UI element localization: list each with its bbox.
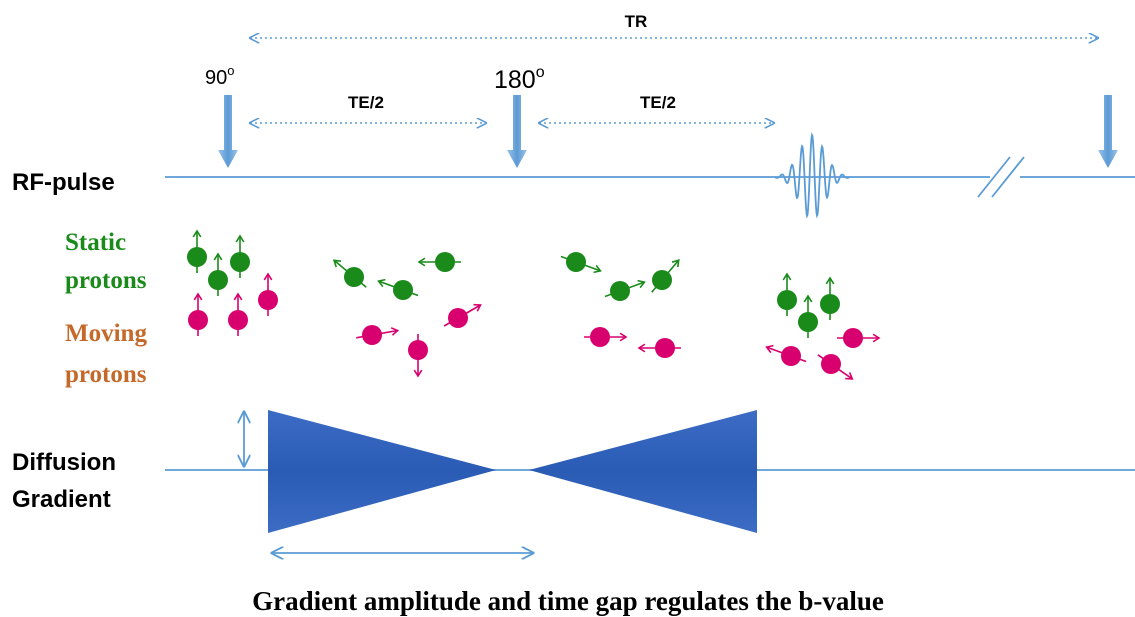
rf-echo xyxy=(774,132,851,219)
proton xyxy=(435,252,455,272)
break-mark xyxy=(977,156,1025,198)
moving-label: Moving protons xyxy=(65,320,147,388)
te-label: TE/2 xyxy=(348,93,384,112)
pulse-label: 180o xyxy=(494,64,545,94)
proton xyxy=(230,252,250,272)
proton xyxy=(393,280,413,300)
proton xyxy=(188,310,208,330)
spin-head xyxy=(193,292,203,301)
pulse-arrows xyxy=(218,95,1118,168)
spin-head xyxy=(377,278,386,288)
spin-head xyxy=(233,292,243,301)
gradient-lobe xyxy=(529,410,757,533)
gradient-label: Diffusion Gradient xyxy=(12,449,116,513)
tr-label: TR xyxy=(625,12,648,31)
gradient-lobe xyxy=(268,410,496,533)
spin-head xyxy=(619,332,628,342)
spin-head xyxy=(390,327,400,336)
spin-head xyxy=(872,333,881,343)
proton xyxy=(258,290,278,310)
caption: Gradient amplitude and time gap regulate… xyxy=(252,586,884,616)
spin-head xyxy=(845,372,854,380)
proton xyxy=(821,354,841,374)
proton xyxy=(187,247,207,267)
proton xyxy=(655,338,675,358)
spin-head xyxy=(825,276,835,285)
proton xyxy=(777,290,797,310)
spin-head xyxy=(637,279,646,289)
static-label: Static protons xyxy=(65,229,147,294)
te-label: TE/2 xyxy=(640,93,676,112)
spin-head xyxy=(413,369,423,378)
spin-head xyxy=(263,272,273,281)
proton xyxy=(843,328,863,348)
spin-head xyxy=(782,272,792,281)
spin-head xyxy=(803,294,813,303)
proton xyxy=(208,270,228,290)
proton xyxy=(590,327,610,347)
proton xyxy=(408,340,428,360)
proton xyxy=(781,346,801,366)
proton xyxy=(448,308,468,328)
protons xyxy=(187,229,881,380)
spin-head xyxy=(192,229,202,238)
spin-head xyxy=(637,343,646,353)
spin-head xyxy=(213,252,223,261)
spin-head xyxy=(235,234,245,243)
spin-head xyxy=(332,259,342,268)
spin-head xyxy=(671,258,680,268)
proton xyxy=(820,294,840,314)
proton xyxy=(362,325,382,345)
rf-label: RF-pulse xyxy=(12,169,115,196)
pulse-label: 90o xyxy=(205,63,234,89)
proton xyxy=(566,252,586,272)
spin-head xyxy=(593,264,602,274)
proton xyxy=(610,281,630,301)
spin-head xyxy=(417,257,426,267)
proton xyxy=(798,312,818,332)
proton xyxy=(652,270,672,290)
proton xyxy=(228,310,248,330)
spin-head xyxy=(473,303,482,312)
spin-head xyxy=(765,344,774,354)
proton xyxy=(344,267,364,287)
